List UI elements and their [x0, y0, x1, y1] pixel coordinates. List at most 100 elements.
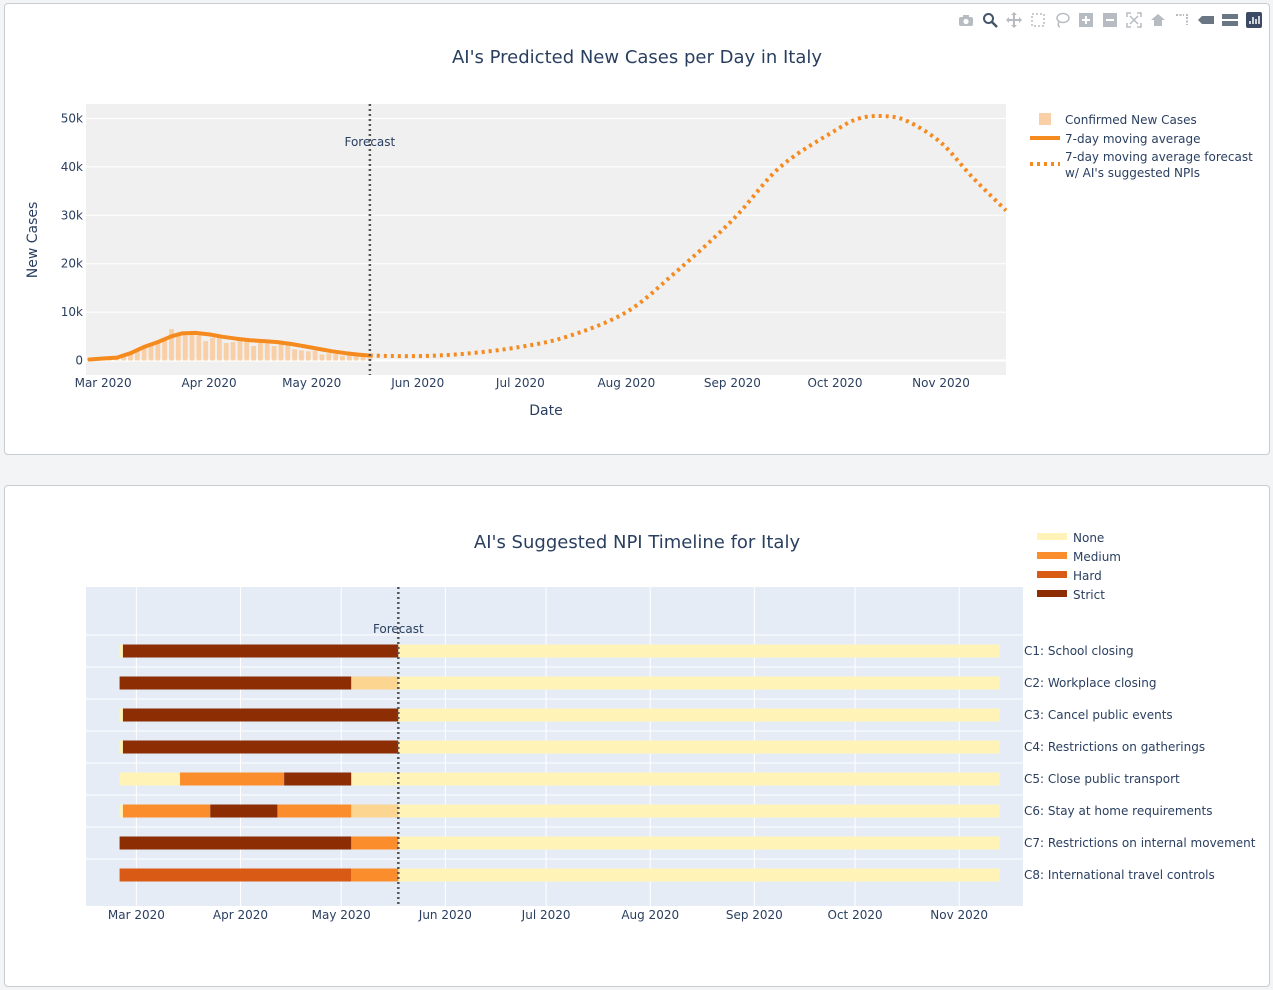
modebar	[957, 12, 1263, 28]
legend-item-forecast[interactable]: 7-day moving average forecast w/ AI's su…	[1030, 150, 1253, 180]
npi-segment-medium[interactable]	[180, 772, 285, 786]
plot-area[interactable]	[86, 104, 1006, 375]
npi-segment-none[interactable]	[119, 740, 123, 754]
x-tick-labels: Mar 2020 Apr 2020 May 2020 Jun 2020 Jul 2020…	[75, 376, 970, 390]
npi-segment-strict[interactable]	[122, 644, 399, 658]
x-tick-label: Jul 2020	[521, 908, 571, 922]
x-axis-title: Date	[529, 403, 562, 419]
legend-item-moving-average[interactable]: 7-day moving average	[1030, 132, 1200, 146]
npi-chart-card: AI's Suggested NPI Timeline for Italy Ma…	[4, 485, 1270, 987]
lasso-icon[interactable]	[1053, 12, 1071, 28]
npi-segment-medium[interactable]	[351, 836, 399, 850]
camera-icon[interactable]	[957, 12, 975, 28]
npi-segment-none[interactable]	[398, 836, 1000, 850]
npi-chart: AI's Suggested NPI Timeline for Italy Ma…	[86, 531, 1256, 922]
npi-segment-none[interactable]	[398, 676, 1000, 690]
y-axis-title: New Cases	[25, 202, 41, 279]
legend: Confirmed New Cases 7-day moving average…	[1030, 113, 1253, 180]
npi-category-label: C6: Stay at home requirements	[1024, 804, 1212, 818]
npi-segment-strict[interactable]	[210, 804, 278, 818]
hover-compare-icon[interactable]	[1221, 12, 1239, 28]
legend-item-hard[interactable]: Hard	[1037, 569, 1102, 583]
npi-segment-none[interactable]	[398, 740, 1000, 754]
npi-segment-light[interactable]	[351, 676, 399, 690]
npi-segment-none[interactable]	[119, 804, 123, 818]
legend-item-confirmed[interactable]: Confirmed New Cases	[1039, 113, 1197, 127]
chart-title: AI's Suggested NPI Timeline for Italy	[474, 532, 801, 553]
npi-segment-none[interactable]	[398, 644, 1000, 658]
spike-lines-icon[interactable]	[1173, 12, 1191, 28]
plotly-logo-icon[interactable]	[1245, 12, 1263, 28]
reset-axes-icon[interactable]	[1149, 12, 1167, 28]
npi-segment-none[interactable]	[119, 708, 123, 722]
case-bar	[271, 345, 277, 361]
x-tick-label: May 2020	[282, 376, 341, 390]
npi-segment-medium[interactable]	[122, 804, 211, 818]
npi-segment-light[interactable]	[351, 804, 399, 818]
npi-segment-hard[interactable]	[119, 868, 352, 882]
npi-segment-strict[interactable]	[284, 772, 352, 786]
y-tick-label: 0	[75, 353, 83, 367]
npi-segment-strict[interactable]	[119, 676, 352, 690]
case-bar	[258, 342, 263, 361]
gridlines	[86, 587, 1023, 906]
legend-label: 7-day moving average forecast	[1065, 150, 1253, 164]
case-bar	[210, 337, 215, 361]
case-bar	[148, 344, 154, 361]
x-tick-label: May 2020	[312, 908, 371, 922]
case-bar	[251, 345, 256, 361]
legend-item-strict[interactable]: Strict	[1037, 588, 1105, 602]
npi-segment-none[interactable]	[351, 772, 1000, 786]
legend-label: 7-day moving average	[1065, 132, 1200, 146]
npi-segment-none[interactable]	[119, 772, 181, 786]
npi-segment-strict[interactable]	[119, 836, 352, 850]
zoom-out-icon[interactable]	[1101, 12, 1119, 28]
npi-segment-strict[interactable]	[122, 740, 399, 754]
legend: None Medium Hard Strict	[1037, 531, 1121, 602]
zoom-icon[interactable]	[981, 12, 999, 28]
x-tick-label: Aug 2020	[621, 908, 679, 922]
case-bar	[162, 340, 168, 361]
autoscale-icon[interactable]	[1125, 12, 1143, 28]
case-bar	[223, 343, 229, 361]
forecast-line	[369, 113, 1008, 359]
x-tick-label: Jun 2020	[418, 908, 472, 922]
case-bar	[155, 343, 161, 361]
case-bar	[278, 344, 284, 361]
npi-segment-none[interactable]	[119, 644, 123, 658]
legend-item-medium[interactable]: Medium	[1037, 550, 1121, 564]
npi-segment-medium[interactable]	[351, 868, 399, 882]
y-tick-label: 40k	[61, 160, 83, 174]
zoom-in-icon[interactable]	[1077, 12, 1095, 28]
case-bar	[292, 349, 298, 361]
case-bar	[312, 350, 318, 361]
npi-segment-none[interactable]	[398, 804, 1000, 818]
case-bar	[264, 343, 270, 361]
legend-swatch	[1037, 571, 1067, 578]
x-tick-label: Oct 2020	[807, 376, 862, 390]
npi-category-label: C8: International travel controls	[1024, 868, 1215, 882]
npi-segment-strict[interactable]	[122, 708, 399, 722]
chart-title: AI's Predicted New Cases per Day in Ital…	[452, 47, 822, 68]
legend-label: Medium	[1073, 550, 1121, 564]
case-bar	[237, 340, 243, 361]
npi-segment-medium[interactable]	[277, 804, 352, 818]
npi-category-label: C2: Workplace closing	[1024, 676, 1156, 690]
case-bar	[175, 333, 181, 361]
legend-label: Hard	[1073, 569, 1102, 583]
npi-segment-none[interactable]	[398, 868, 1000, 882]
hover-closest-icon[interactable]	[1197, 12, 1215, 28]
case-bar	[196, 335, 202, 361]
case-bar	[182, 335, 188, 361]
npi-category-labels: C1: School closing C2: Workplace closing C…	[1024, 644, 1256, 882]
legend-label: Confirmed New Cases	[1065, 113, 1197, 127]
x-tick-label: Sep 2020	[726, 908, 783, 922]
x-tick-labels: Mar 2020 Apr 2020 May 2020 Jun 2020 Jul 2020…	[108, 908, 988, 922]
case-bar	[128, 353, 133, 361]
box-select-icon[interactable]	[1029, 12, 1047, 28]
pan-icon[interactable]	[1005, 12, 1023, 28]
npi-segment-none[interactable]	[398, 708, 1000, 722]
legend-item-none[interactable]: None	[1037, 531, 1104, 545]
npi-category-label: C7: Restrictions on internal movement	[1024, 836, 1256, 850]
y-tick-label: 20k	[61, 257, 83, 271]
